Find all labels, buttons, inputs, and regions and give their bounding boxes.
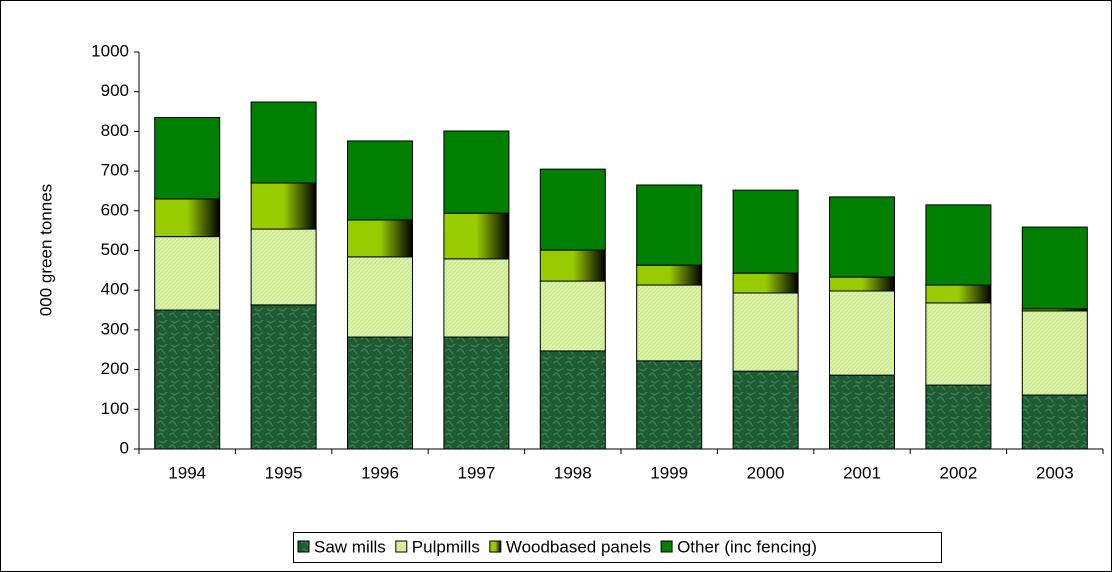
bar-segment	[347, 140, 413, 221]
y-tick-label: 0	[120, 438, 129, 457]
bar-segment	[539, 249, 606, 282]
x-tick-label: 1995	[265, 463, 303, 482]
bar-segment	[925, 204, 992, 286]
bar-segment	[250, 304, 317, 450]
bar-segment	[732, 292, 799, 372]
bar-segment	[347, 256, 413, 338]
x-tick-label: 2003	[1036, 463, 1074, 482]
bar-segment	[829, 374, 895, 450]
y-tick-label: 700	[101, 161, 129, 180]
bar-segment	[443, 258, 510, 338]
bar-segment	[539, 280, 606, 352]
legend-label: Woodbased panels	[506, 537, 651, 556]
legend-label: Saw mills	[314, 537, 386, 556]
bar-segment	[636, 360, 703, 450]
bar-segment	[925, 384, 992, 450]
y-tick-label: 900	[101, 81, 129, 100]
bar-segment	[829, 290, 895, 376]
bar-segment	[636, 264, 703, 286]
bar-segment	[732, 272, 799, 294]
bar-segment	[925, 284, 992, 304]
bar-segment	[1021, 310, 1088, 396]
bar-segment	[539, 168, 606, 251]
y-tick-label: 300	[101, 319, 129, 338]
bar-segment	[829, 196, 895, 278]
bar-segment	[636, 184, 703, 266]
bar-segment	[732, 189, 799, 274]
x-tick-label: 2000	[747, 463, 785, 482]
bar-segment	[1021, 226, 1088, 310]
bar-segment	[829, 276, 895, 292]
y-tick-label: 600	[101, 200, 129, 219]
y-tick-label: 800	[101, 121, 129, 140]
y-tick-label: 100	[101, 399, 129, 418]
x-tick-label: 1999	[650, 463, 688, 482]
bar-segment	[250, 182, 317, 230]
bar-segment	[250, 101, 317, 184]
bar-segment	[732, 370, 799, 450]
legend-swatch	[660, 540, 673, 553]
bar-segment	[925, 302, 992, 386]
y-tick-label: 1000	[91, 41, 129, 60]
bar-segment	[154, 236, 221, 311]
bar-segment	[154, 309, 221, 450]
y-axis-label: 000 green tonnes	[36, 184, 55, 316]
bar-segment	[443, 212, 510, 260]
bar-segment	[154, 198, 221, 238]
y-tick-label: 500	[101, 240, 129, 259]
legend-label: Pulpmills	[412, 537, 480, 556]
y-tick-label: 400	[101, 280, 129, 299]
bar-segment	[636, 284, 703, 362]
x-tick-label: 1994	[168, 463, 206, 482]
bar-segment	[347, 336, 413, 450]
bar-segment	[347, 219, 413, 258]
x-tick-label: 1998	[554, 463, 592, 482]
legend-swatch	[297, 540, 310, 553]
bar-segment	[443, 130, 510, 214]
legend-swatch	[395, 540, 408, 553]
legend-swatch	[489, 540, 502, 553]
bar-segment	[539, 350, 606, 450]
x-tick-label: 1997	[457, 463, 495, 482]
x-tick-label: 2002	[939, 463, 977, 482]
bar-segment	[443, 336, 510, 450]
legend-label: Other (inc fencing)	[677, 537, 817, 556]
y-tick-label: 200	[101, 359, 129, 378]
x-tick-label: 2001	[843, 463, 881, 482]
bar-segment	[250, 228, 317, 306]
x-tick-label: 1996	[361, 463, 399, 482]
bar-segment	[154, 117, 221, 200]
bar-segment	[1021, 394, 1088, 450]
